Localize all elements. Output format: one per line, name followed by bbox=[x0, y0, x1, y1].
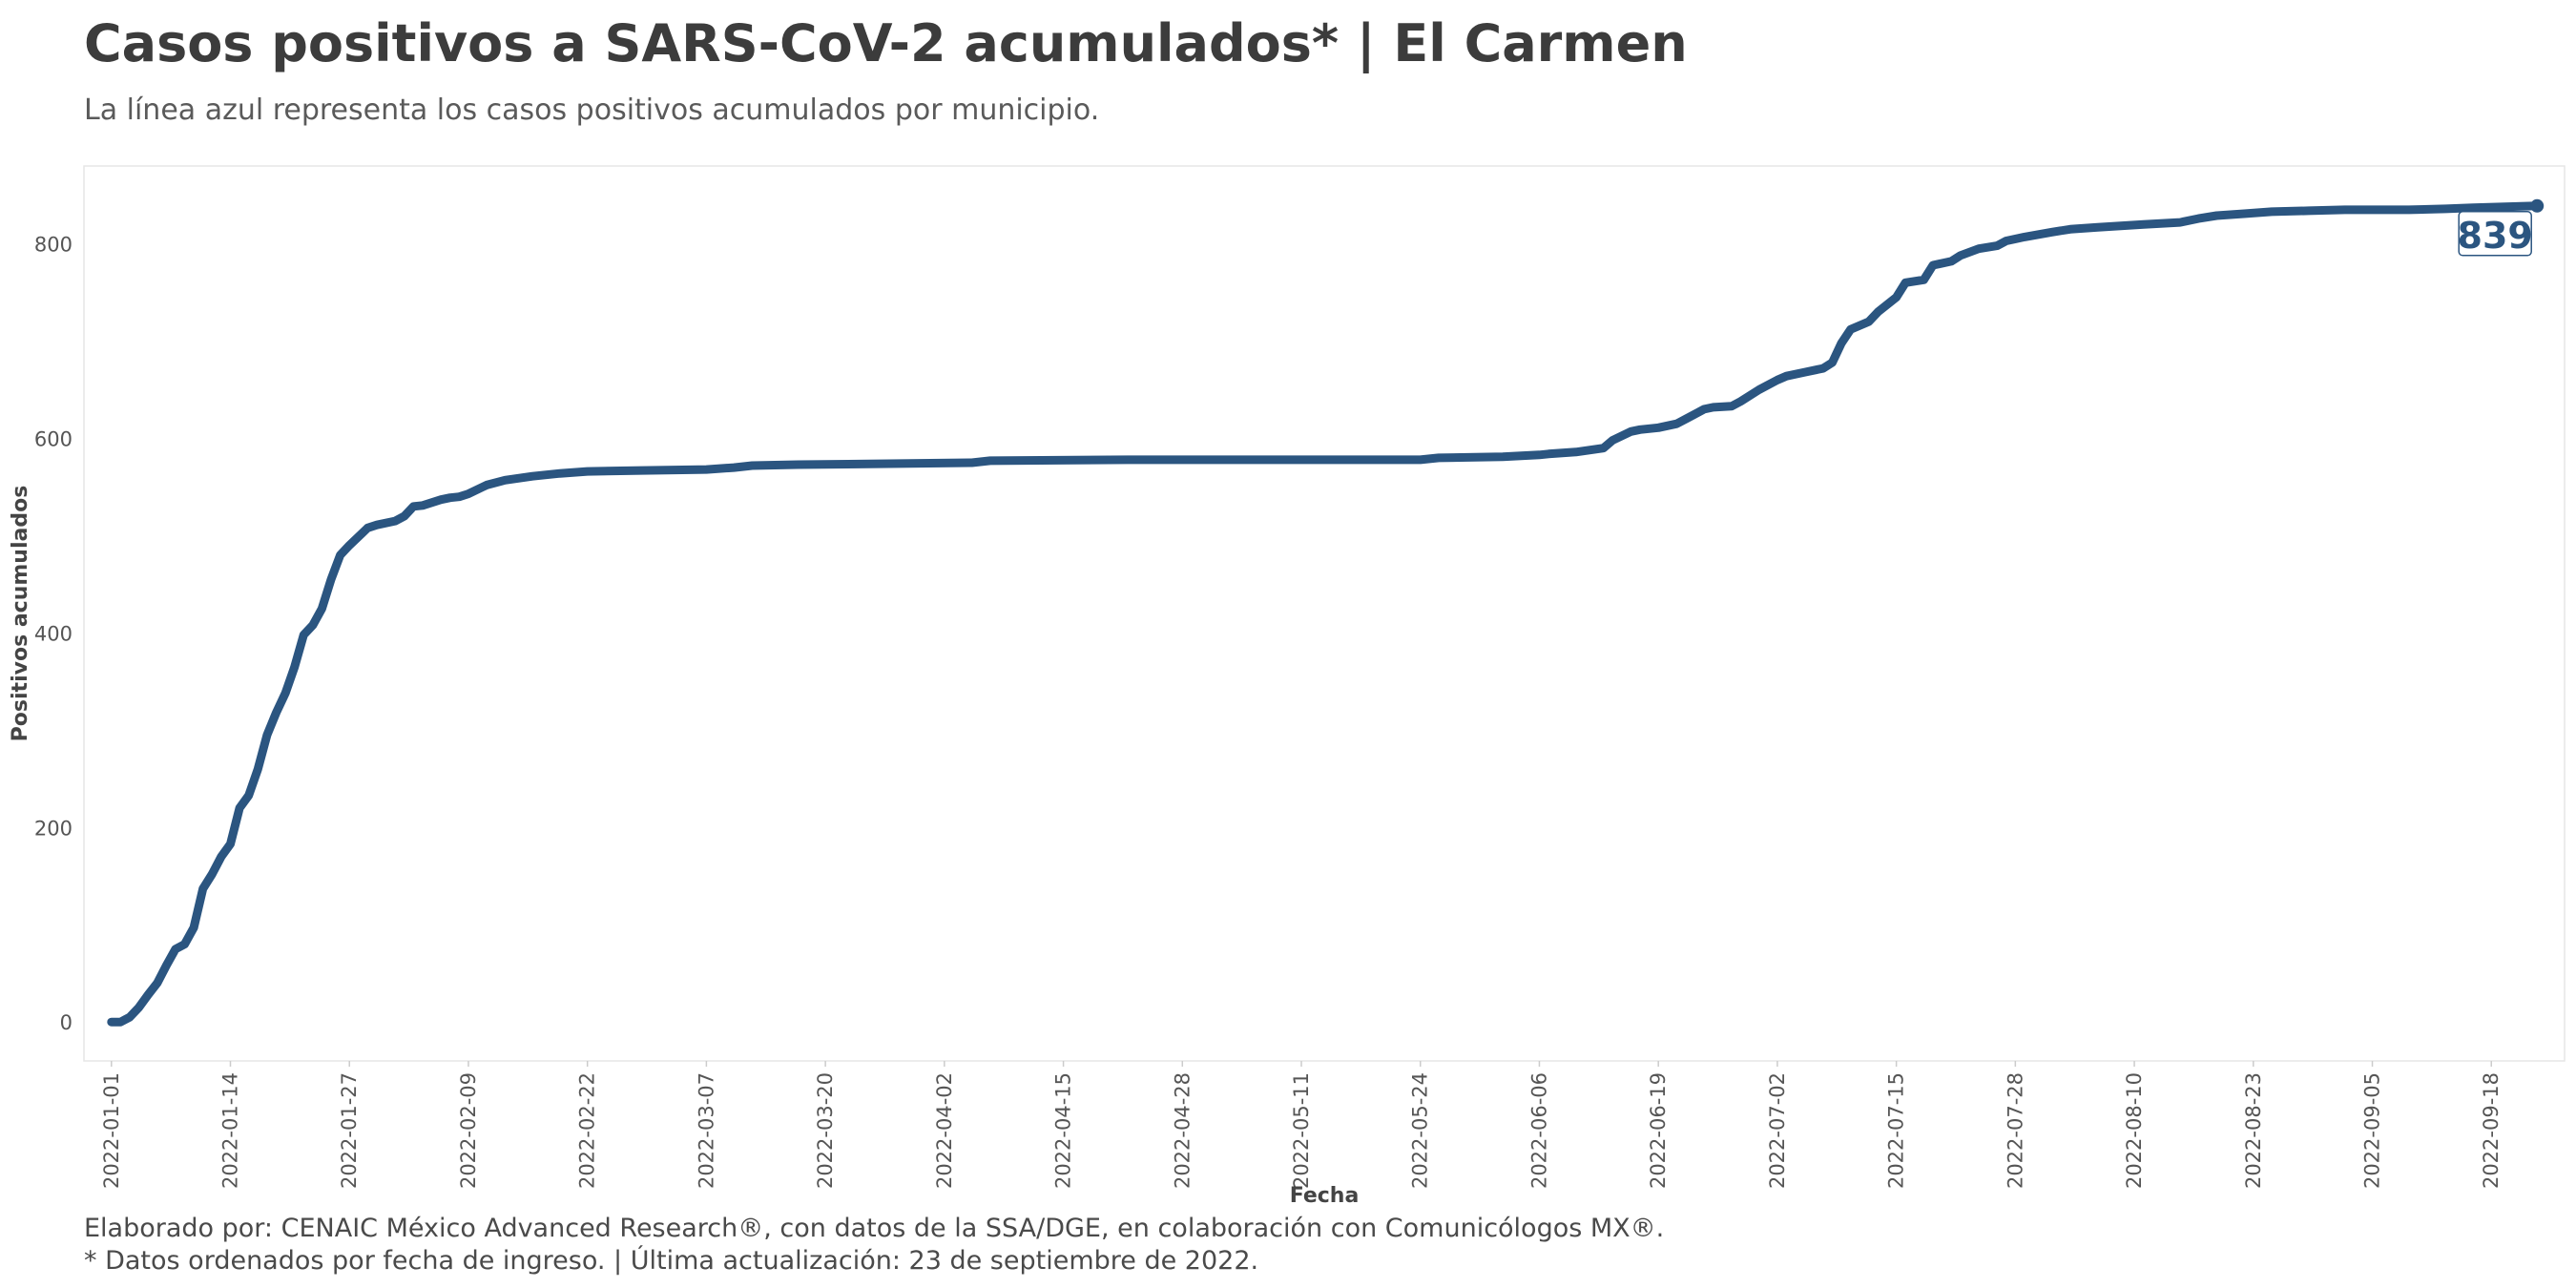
x-tick-label: 2022-01-14 bbox=[219, 1072, 242, 1189]
x-tick-label: 2022-06-19 bbox=[1647, 1072, 1670, 1189]
plot-panel bbox=[83, 165, 2566, 1062]
caption-notes: * Datos ordenados por fecha de ingreso. … bbox=[84, 1246, 1259, 1276]
x-tick-label: 2022-02-09 bbox=[457, 1072, 480, 1189]
end-point bbox=[2530, 198, 2545, 213]
chart-subtitle: La línea azul representa los casos posit… bbox=[84, 93, 1100, 127]
y-tick-label: 800 bbox=[34, 234, 73, 257]
x-tick-label: 2022-09-05 bbox=[2361, 1072, 2384, 1189]
x-tick-label: 2022-03-07 bbox=[695, 1072, 717, 1189]
chart-title: Casos positivos a SARS-CoV-2 acumulados*… bbox=[84, 13, 1688, 73]
cumulative-cases-line bbox=[107, 201, 2542, 1027]
y-tick-label: 600 bbox=[34, 427, 73, 450]
x-tick-label: 2022-08-23 bbox=[2242, 1072, 2265, 1189]
y-tick-label: 400 bbox=[34, 622, 73, 645]
x-tick-label: 2022-09-18 bbox=[2480, 1072, 2503, 1189]
x-tick-label: 2022-07-02 bbox=[1766, 1072, 1789, 1189]
x-tick-label: 2022-04-15 bbox=[1052, 1072, 1075, 1189]
x-axis: 2022-01-01 2022-01-14 2022-01-27 2022-02-09… bbox=[100, 1061, 2503, 1189]
x-tick-label: 2022-03-20 bbox=[814, 1072, 837, 1189]
x-tick-label: 2022-01-27 bbox=[338, 1072, 361, 1189]
y-axis-title: Positivos acumulados bbox=[9, 486, 32, 742]
end-value-label: 839 bbox=[2458, 215, 2533, 257]
x-tick-label: 2022-05-11 bbox=[1290, 1072, 1313, 1189]
x-tick-label: 2022-05-24 bbox=[1409, 1072, 1432, 1189]
x-tick-label: 2022-01-01 bbox=[100, 1072, 123, 1189]
x-tick-label: 2022-06-06 bbox=[1527, 1072, 1550, 1189]
end-value-label-box bbox=[2458, 211, 2532, 257]
y-tick-label: 0 bbox=[60, 1011, 73, 1034]
x-tick-label: 2022-04-28 bbox=[1171, 1072, 1194, 1189]
y-axis: 0 200 400 600 800 bbox=[34, 234, 73, 1035]
y-tick-label: 200 bbox=[34, 817, 73, 840]
caption-credits: Elaborado por: CENAIC México Advanced Re… bbox=[84, 1214, 1665, 1243]
x-tick-label: 2022-02-22 bbox=[576, 1072, 599, 1189]
x-tick-label: 2022-08-10 bbox=[2123, 1072, 2146, 1189]
x-axis-title: Fecha bbox=[1290, 1184, 1360, 1208]
x-tick-label: 2022-07-28 bbox=[2004, 1072, 2026, 1189]
x-tick-label: 2022-04-02 bbox=[933, 1072, 956, 1189]
x-tick-label: 2022-07-15 bbox=[1885, 1072, 1908, 1189]
